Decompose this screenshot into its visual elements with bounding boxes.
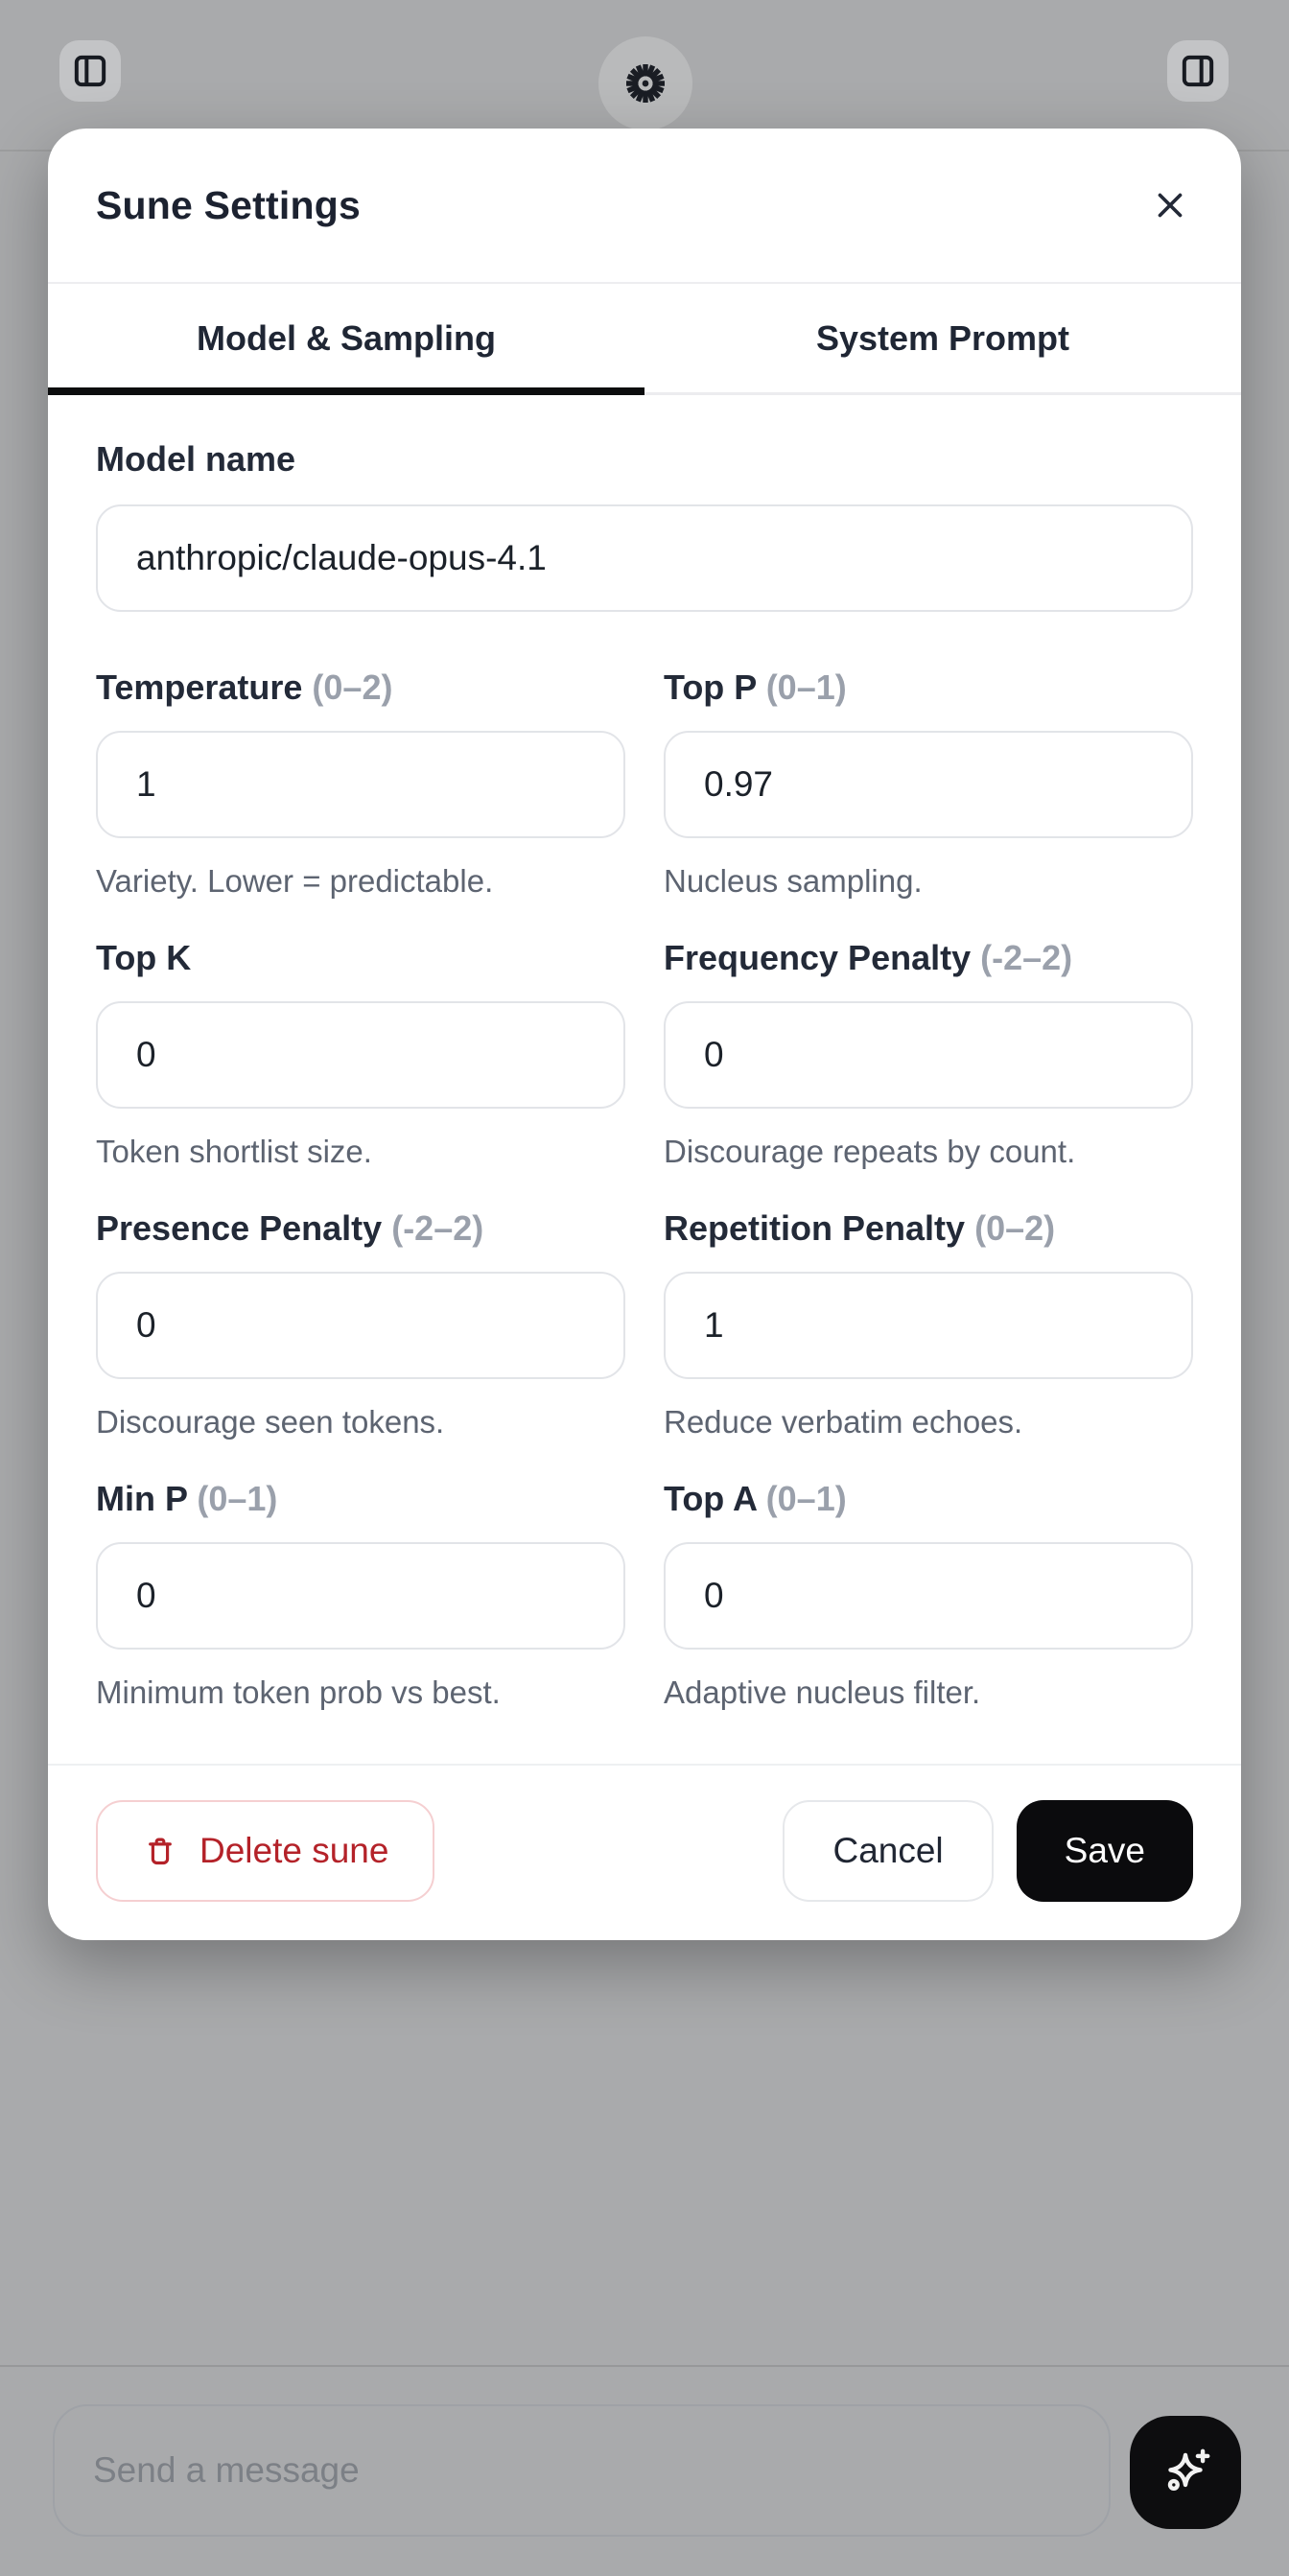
min-p-field: Min P (0–1) Minimum token prob vs best. bbox=[96, 1479, 625, 1711]
temperature-field: Temperature (0–2) Variety. Lower = predi… bbox=[96, 667, 625, 900]
tab-system-prompt[interactable]: System Prompt bbox=[644, 284, 1241, 392]
close-icon bbox=[1158, 193, 1183, 218]
top-a-label: Top A bbox=[664, 1479, 757, 1518]
top-k-input[interactable] bbox=[96, 1001, 625, 1109]
repetition-penalty-helper: Reduce verbatim echoes. bbox=[664, 1404, 1023, 1440]
message-input-placeholder: Send a message bbox=[93, 2450, 360, 2490]
repetition-penalty-field: Repetition Penalty (0–2) Reduce verbatim… bbox=[664, 1208, 1193, 1440]
delete-sune-button[interactable]: Delete sune bbox=[96, 1800, 435, 1902]
top-p-range: (0–1) bbox=[765, 667, 847, 707]
sampling-fields-grid: Temperature (0–2) Variety. Lower = predi… bbox=[96, 667, 1193, 1711]
frequency-penalty-helper: Discourage repeats by count. bbox=[664, 1134, 1076, 1169]
presence-penalty-helper: Discourage seen tokens. bbox=[96, 1404, 445, 1440]
temperature-range: (0–2) bbox=[312, 667, 393, 707]
message-input[interactable]: Send a message bbox=[53, 2404, 1111, 2537]
dialog-title: Sune Settings bbox=[96, 182, 361, 227]
min-p-range: (0–1) bbox=[197, 1479, 278, 1518]
top-k-helper: Token shortlist size. bbox=[96, 1134, 372, 1169]
tab-model-and-sampling[interactable]: Model & Sampling bbox=[48, 284, 644, 392]
sune-settings-dialog: Sune Settings Model & Sampling System Pr… bbox=[48, 129, 1241, 1940]
cancel-button[interactable]: Cancel bbox=[783, 1800, 994, 1902]
panel-right-icon bbox=[1182, 55, 1214, 87]
top-p-label: Top P bbox=[664, 667, 757, 707]
top-a-field: Top A (0–1) Adaptive nucleus filter. bbox=[664, 1479, 1193, 1711]
settings-form: Model name Temperature (0–2) Variety. Lo… bbox=[48, 395, 1241, 1764]
top-p-field: Top P (0–1) Nucleus sampling. bbox=[664, 667, 1193, 900]
model-name-label: Model name bbox=[96, 439, 296, 479]
app-logo-button[interactable] bbox=[598, 36, 692, 130]
presence-penalty-input[interactable] bbox=[96, 1272, 625, 1379]
close-button[interactable] bbox=[1147, 182, 1193, 228]
repetition-penalty-label: Repetition Penalty bbox=[664, 1208, 966, 1248]
frequency-penalty-input[interactable] bbox=[664, 1001, 1193, 1109]
repetition-penalty-input[interactable] bbox=[664, 1272, 1193, 1379]
presence-penalty-label: Presence Penalty bbox=[96, 1208, 383, 1248]
trash-icon bbox=[149, 1838, 172, 1865]
cancel-label: Cancel bbox=[832, 1831, 944, 1870]
frequency-penalty-label: Frequency Penalty bbox=[664, 938, 972, 977]
repetition-penalty-range: (0–2) bbox=[974, 1208, 1056, 1248]
active-tab-indicator bbox=[48, 387, 644, 395]
ai-send-button[interactable] bbox=[1130, 2416, 1241, 2529]
left-sidebar-toggle-button[interactable] bbox=[59, 40, 121, 102]
top-p-input[interactable] bbox=[664, 731, 1193, 838]
panel-left-icon bbox=[74, 55, 106, 87]
composer-top-divider bbox=[0, 2365, 1289, 2367]
temperature-label: Temperature bbox=[96, 667, 303, 707]
frequency-penalty-range: (-2–2) bbox=[980, 938, 1073, 977]
top-k-field: Top K Token shortlist size. bbox=[96, 938, 625, 1170]
presence-penalty-range: (-2–2) bbox=[391, 1208, 484, 1248]
top-p-helper: Nucleus sampling. bbox=[664, 863, 923, 899]
settings-tabs: Model & Sampling System Prompt bbox=[48, 284, 1241, 395]
model-name-input[interactable] bbox=[96, 504, 1193, 612]
delete-sune-label: Delete sune bbox=[199, 1831, 389, 1870]
top-k-label: Top K bbox=[96, 938, 192, 977]
min-p-input[interactable] bbox=[96, 1542, 625, 1650]
starburst-icon bbox=[626, 64, 666, 104]
top-a-helper: Adaptive nucleus filter. bbox=[664, 1674, 981, 1710]
min-p-label: Min P bbox=[96, 1479, 188, 1518]
temperature-input[interactable] bbox=[96, 731, 625, 838]
top-a-range: (0–1) bbox=[765, 1479, 847, 1518]
presence-penalty-field: Presence Penalty (-2–2) Discourage seen … bbox=[96, 1208, 625, 1440]
model-name-group: Model name bbox=[96, 439, 1193, 612]
right-sidebar-toggle-button[interactable] bbox=[1167, 40, 1229, 102]
sparkle-plus-icon bbox=[1167, 2448, 1210, 2491]
min-p-helper: Minimum token prob vs best. bbox=[96, 1674, 501, 1710]
top-a-input[interactable] bbox=[664, 1542, 1193, 1650]
save-button[interactable]: Save bbox=[1016, 1800, 1193, 1902]
dialog-header: Sune Settings bbox=[48, 129, 1241, 284]
frequency-penalty-field: Frequency Penalty (-2–2) Discourage repe… bbox=[664, 938, 1193, 1170]
temperature-helper: Variety. Lower = predictable. bbox=[96, 863, 494, 899]
save-label: Save bbox=[1064, 1831, 1145, 1870]
dialog-footer: Delete sune Cancel Save bbox=[48, 1764, 1241, 1940]
